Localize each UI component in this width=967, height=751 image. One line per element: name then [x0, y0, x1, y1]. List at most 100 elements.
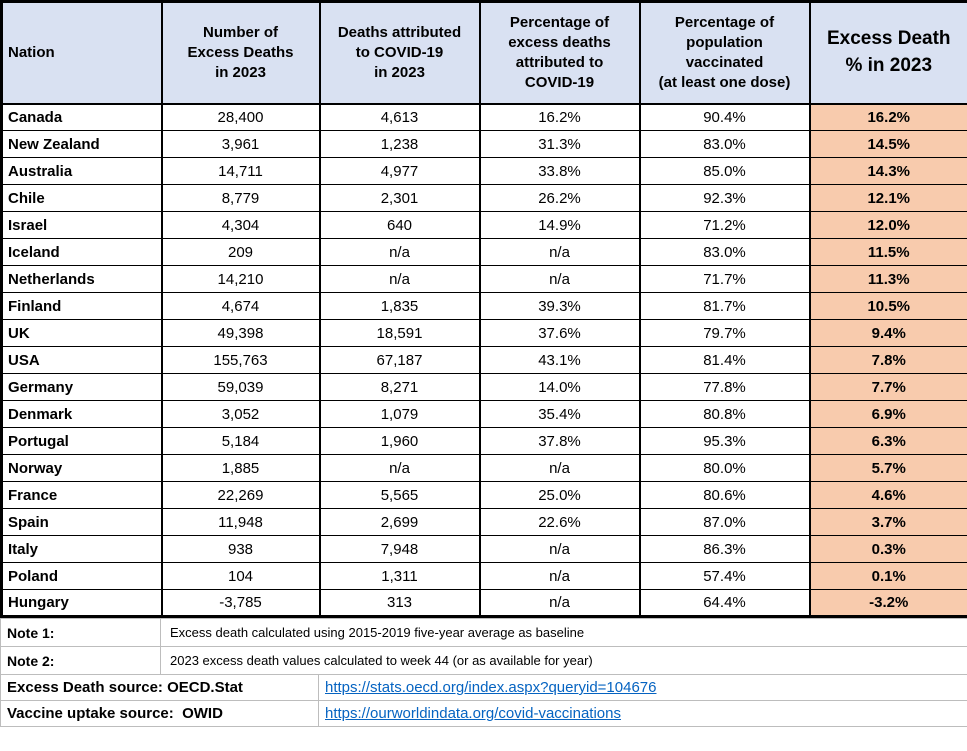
excess-deaths-cell: 3,961	[160, 130, 321, 158]
excess-death-pct-cell: 7.7%	[808, 373, 967, 401]
pct-vaccinated-cell: 80.8%	[638, 400, 811, 428]
pct-excess-covid-cell: 25.0%	[478, 481, 641, 509]
nation-cell: France	[0, 481, 163, 509]
pct-vaccinated-cell: 87.0%	[638, 508, 811, 536]
note2-text: 2023 excess death values calculated to w…	[159, 646, 967, 675]
excess-death-pct-cell: 10.5%	[808, 292, 967, 320]
table-body: Canada 28,400 4,613 16.2% 90.4% 16.2% New Zeal…	[0, 103, 967, 617]
notes-and-sources: Note 1: Excess death calculated using 20…	[0, 618, 967, 727]
pct-vaccinated-cell: 80.6%	[638, 481, 811, 509]
covid-deaths-cell: n/a	[318, 454, 481, 482]
nation-cell: Denmark	[0, 400, 163, 428]
pct-excess-covid-cell: n/a	[478, 238, 641, 266]
excess-death-pct-cell: 16.2%	[808, 103, 967, 131]
table-row: Canada 28,400 4,613 16.2% 90.4% 16.2%	[0, 103, 967, 131]
table-row: Italy 938 7,948 n/a 86.3% 0.3%	[0, 535, 967, 563]
nation-cell: Australia	[0, 157, 163, 185]
nation-cell: Germany	[0, 373, 163, 401]
table-row: USA 155,763 67,187 43.1% 81.4% 7.8%	[0, 346, 967, 374]
pct-vaccinated-cell: 80.0%	[638, 454, 811, 482]
table-row: Australia 14,711 4,977 33.8% 85.0% 14.3%	[0, 157, 967, 185]
source-row: Excess Death source: OECD.Stat https://s…	[0, 674, 967, 701]
excess-death-pct-cell: 11.5%	[808, 238, 967, 266]
excess-deaths-cell: 104	[160, 562, 321, 590]
pct-excess-covid-cell: n/a	[478, 535, 641, 563]
covid-deaths-cell: 640	[318, 211, 481, 239]
table-row: New Zealand 3,961 1,238 31.3% 83.0% 14.5%	[0, 130, 967, 158]
table-row: Spain 11,948 2,699 22.6% 87.0% 3.7%	[0, 508, 967, 536]
table-row: Norway 1,885 n/a n/a 80.0% 5.7%	[0, 454, 967, 482]
covid-deaths-cell: 67,187	[318, 346, 481, 374]
covid-deaths-cell: 7,948	[318, 535, 481, 563]
excess-deaths-cell: 22,269	[160, 481, 321, 509]
excess-death-pct-cell: 9.4%	[808, 319, 967, 347]
excess-deaths-cell: -3,785	[160, 589, 321, 617]
pct-vaccinated-cell: 77.8%	[638, 373, 811, 401]
excess-deaths-cell: 4,674	[160, 292, 321, 320]
excess-deaths-cell: 209	[160, 238, 321, 266]
excess-deaths-cell: 59,039	[160, 373, 321, 401]
table-row: Germany 59,039 8,271 14.0% 77.8% 7.7%	[0, 373, 967, 401]
covid-deaths-cell: 4,977	[318, 157, 481, 185]
covid-deaths-cell: 1,238	[318, 130, 481, 158]
nation-cell: New Zealand	[0, 130, 163, 158]
excess-deaths-cell: 49,398	[160, 319, 321, 347]
excess-deaths-table: Nation Number of Excess Deaths in 2023 D…	[0, 0, 967, 618]
covid-deaths-cell: 313	[318, 589, 481, 617]
table-row: France 22,269 5,565 25.0% 80.6% 4.6%	[0, 481, 967, 509]
covid-deaths-cell: n/a	[318, 238, 481, 266]
excess-deaths-cell: 3,052	[160, 400, 321, 428]
note1-label: Note 1:	[0, 618, 161, 647]
note-row: Note 2: 2023 excess death values calcula…	[0, 646, 967, 675]
table-header: Nation Number of Excess Deaths in 2023 D…	[0, 0, 967, 105]
table-row: Denmark 3,052 1,079 35.4% 80.8% 6.9%	[0, 400, 967, 428]
covid-deaths-cell: 1,835	[318, 292, 481, 320]
pct-vaccinated-cell: 79.7%	[638, 319, 811, 347]
excess-death-pct-cell: 5.7%	[808, 454, 967, 482]
covid-deaths-cell: 5,565	[318, 481, 481, 509]
excess-deaths-cell: 155,763	[160, 346, 321, 374]
pct-vaccinated-cell: 92.3%	[638, 184, 811, 212]
covid-deaths-cell: 1,960	[318, 427, 481, 455]
pct-vaccinated-cell: 86.3%	[638, 535, 811, 563]
nation-cell: Spain	[0, 508, 163, 536]
pct-excess-covid-cell: 35.4%	[478, 400, 641, 428]
excess-death-pct-cell: 0.1%	[808, 562, 967, 590]
nation-cell: Israel	[0, 211, 163, 239]
header-row: Nation Number of Excess Deaths in 2023 D…	[0, 0, 967, 105]
pct-vaccinated-cell: 71.2%	[638, 211, 811, 239]
covid-deaths-cell: 8,271	[318, 373, 481, 401]
nation-cell: USA	[0, 346, 163, 374]
excess-death-pct-cell: 12.0%	[808, 211, 967, 239]
excess-death-pct-cell: 6.9%	[808, 400, 967, 428]
nation-cell: Poland	[0, 562, 163, 590]
table-row: Chile 8,779 2,301 26.2% 92.3% 12.1%	[0, 184, 967, 212]
pct-excess-covid-cell: 14.0%	[478, 373, 641, 401]
excess-death-pct-cell: 6.3%	[808, 427, 967, 455]
excess-deaths-cell: 8,779	[160, 184, 321, 212]
col-header-pct-vaccinated: Percentage of population vaccinated (at …	[638, 0, 811, 105]
excess-death-pct-cell: -3.2%	[808, 589, 967, 617]
table-row: Israel 4,304 640 14.9% 71.2% 12.0%	[0, 211, 967, 239]
nation-cell: Chile	[0, 184, 163, 212]
pct-excess-covid-cell: 37.8%	[478, 427, 641, 455]
vaccine-uptake-source-link-cell: https://ourworldindata.org/covid-vaccina…	[317, 700, 967, 727]
note2-label: Note 2:	[0, 646, 161, 675]
oecd-stat-link[interactable]: https://stats.oecd.org/index.aspx?queryi…	[325, 679, 657, 696]
excess-death-pct-cell: 4.6%	[808, 481, 967, 509]
nation-cell: Italy	[0, 535, 163, 563]
excess-death-pct-cell: 14.3%	[808, 157, 967, 185]
covid-deaths-cell: 2,301	[318, 184, 481, 212]
table-row: UK 49,398 18,591 37.6% 79.7% 9.4%	[0, 319, 967, 347]
pct-excess-covid-cell: n/a	[478, 589, 641, 617]
pct-vaccinated-cell: 81.7%	[638, 292, 811, 320]
pct-excess-covid-cell: n/a	[478, 454, 641, 482]
owid-link[interactable]: https://ourworldindata.org/covid-vaccina…	[325, 705, 621, 722]
pct-excess-covid-cell: 37.6%	[478, 319, 641, 347]
covid-deaths-cell: 2,699	[318, 508, 481, 536]
excess-death-pct-cell: 12.1%	[808, 184, 967, 212]
pct-excess-covid-cell: 33.8%	[478, 157, 641, 185]
table-row: Finland 4,674 1,835 39.3% 81.7% 10.5%	[0, 292, 967, 320]
excess-death-pct-cell: 14.5%	[808, 130, 967, 158]
source-row: Vaccine uptake source: OWID https://ourw…	[0, 700, 967, 727]
